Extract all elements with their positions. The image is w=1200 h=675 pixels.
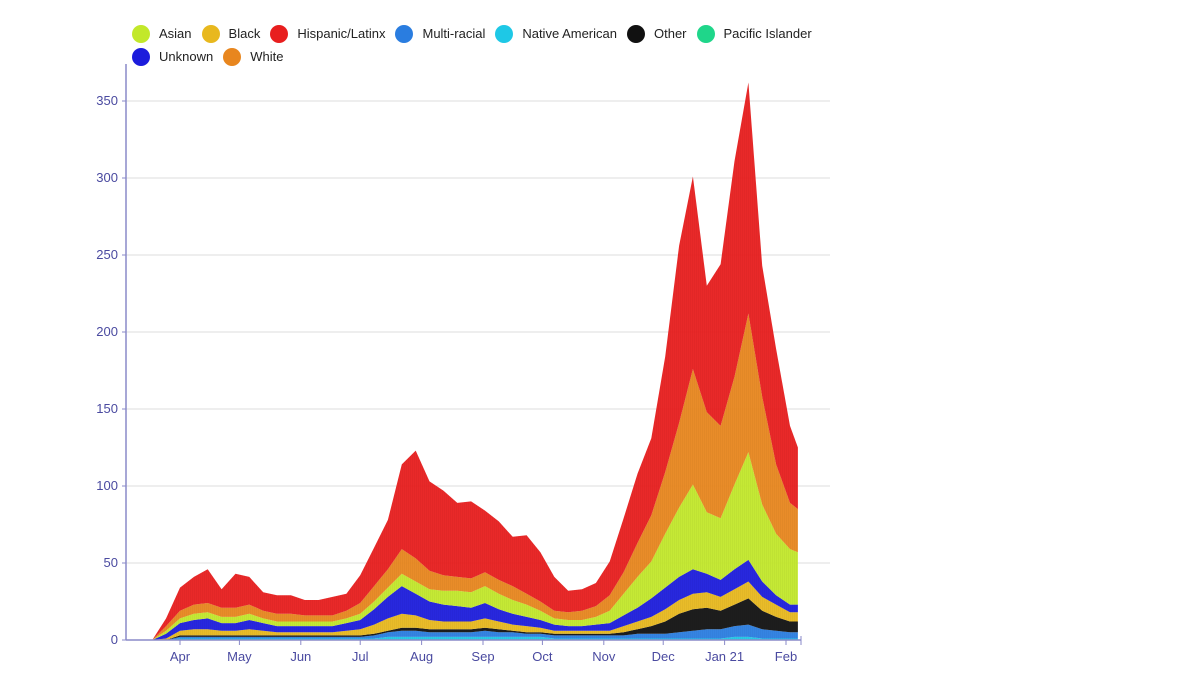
x-tick-label: Aug	[410, 649, 433, 664]
x-tick-label: Feb	[775, 649, 797, 664]
legend-swatch	[696, 24, 715, 43]
legend-row-2: Unknown White	[132, 45, 832, 68]
area-hispanic-latinx	[152, 82, 798, 640]
y-axis-ticks: 0 50 100 150 200 250 300 350	[96, 93, 126, 647]
legend-item-hispanic-latinx[interactable]: Hispanic/Latinx	[270, 24, 386, 43]
legend-label: Asian	[159, 26, 192, 41]
x-tick-label: Sep	[471, 649, 494, 664]
legend-label: White	[250, 49, 284, 64]
x-tick-label: Jan 21	[705, 649, 744, 664]
y-tick-label: 100	[96, 478, 118, 493]
y-tick-label: 300	[96, 170, 118, 185]
area-multi-racial	[152, 624, 798, 640]
legend-item-pacific-islander[interactable]: Pacific Islander	[696, 24, 812, 43]
y-tick-label: 0	[111, 632, 118, 647]
legend-swatch	[270, 24, 289, 43]
legend-label: Native American	[522, 26, 617, 41]
x-tick-label: Nov	[592, 649, 616, 664]
legend-swatch	[495, 24, 514, 43]
y-tick-label: 150	[96, 401, 118, 416]
legend-swatch	[395, 24, 414, 43]
legend-label: Unknown	[159, 49, 214, 64]
legend-label: Black	[228, 26, 261, 41]
y-tick-label: 250	[96, 247, 118, 262]
y-tick-label: 200	[96, 324, 118, 339]
legend-swatch	[201, 24, 220, 43]
legend-item-white[interactable]: White	[223, 47, 284, 66]
legend: Asian Black Hispanic/Latinx Multi-racial…	[132, 22, 832, 68]
area-asian	[152, 452, 798, 640]
series-areas	[152, 82, 798, 640]
legend-row-1: Asian Black Hispanic/Latinx Multi-racial…	[132, 22, 832, 45]
x-tick-label: Jun	[290, 649, 311, 664]
legend-item-asian[interactable]: Asian	[132, 24, 192, 43]
x-tick-label: Dec	[652, 649, 676, 664]
axes	[125, 64, 801, 641]
legend-swatch	[223, 47, 242, 66]
legend-item-other[interactable]: Other	[626, 24, 687, 43]
x-axis-ticks: Apr May Jun Jul Aug Sep Oct Nov Dec Jan 21 Feb	[170, 636, 802, 664]
legend-label: Hispanic/Latinx	[297, 26, 386, 41]
y-tick-label: 50	[104, 555, 118, 570]
legend-swatch	[132, 47, 150, 66]
legend-item-unknown[interactable]: Unknown	[132, 47, 214, 66]
legend-label: Other	[653, 26, 687, 41]
x-tick-label: May	[227, 649, 252, 664]
legend-swatch	[132, 24, 150, 43]
area-white	[152, 313, 798, 640]
legend-item-multi-racial[interactable]: Multi-racial	[395, 24, 486, 43]
y-tick-label: 350	[96, 93, 118, 108]
area-black	[152, 581, 798, 640]
x-tick-label: Oct	[532, 649, 553, 664]
area-other	[152, 598, 798, 640]
area-native-american	[152, 636, 798, 640]
legend-item-native-american[interactable]: Native American	[495, 24, 617, 43]
legend-item-black[interactable]: Black	[201, 24, 261, 43]
legend-label: Multi-racial	[422, 26, 486, 41]
legend-label: Pacific Islander	[723, 26, 812, 41]
x-tick-label: Apr	[170, 649, 191, 664]
legend-swatch	[626, 24, 645, 43]
x-tick-label: Jul	[352, 649, 369, 664]
area-unknown	[152, 559, 798, 640]
